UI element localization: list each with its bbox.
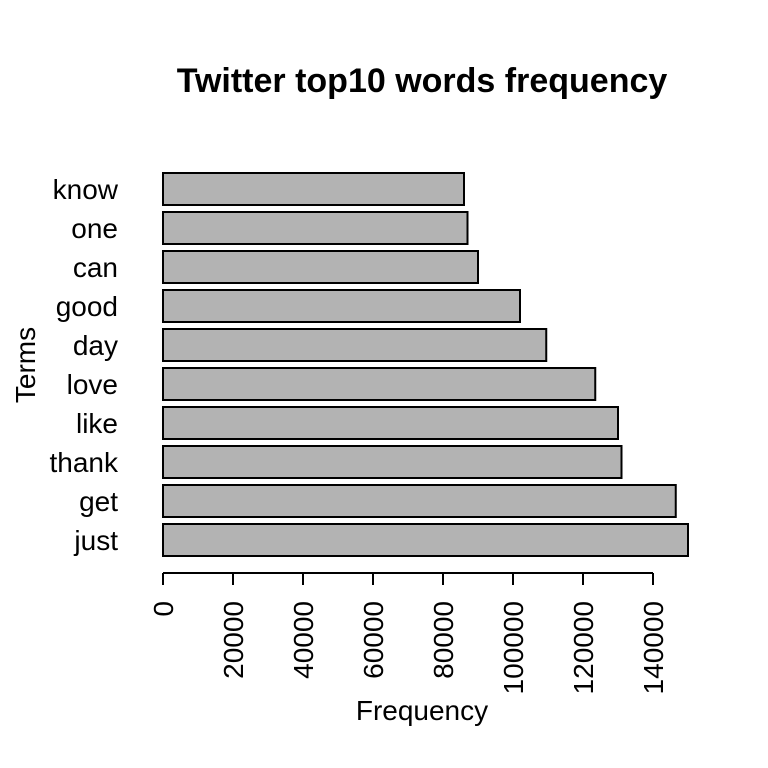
bar-day [162,328,548,362]
x-tick-label-140000: 140000 [638,601,669,694]
y-tick-label-day: day [73,330,118,361]
chart-title: Twitter top10 words frequency [177,62,668,100]
y-tick-label-just: just [73,525,118,556]
bar-can [162,250,479,284]
y-tick-label-thank: thank [50,447,119,478]
bar-like [162,406,619,440]
y-tick-label-know: know [53,174,119,205]
x-tick-label-0: 0 [148,601,179,617]
bar-love [162,367,597,401]
x-tick-label-40000: 40000 [288,601,319,679]
x-tick-label-100000: 100000 [498,601,529,694]
y-tick-label-get: get [79,486,118,517]
x-tick-label-120000: 120000 [568,601,599,694]
y-tick-labels: just get thank like love day good can one know [50,174,119,556]
y-tick-label-like: like [76,408,118,439]
bar-good [162,289,521,323]
bar-just [162,523,689,557]
bars-group [162,172,689,557]
bar-one [162,211,469,245]
x-axis: 0 20000 40000 60000 80000 100000 120000 140000 [148,572,669,694]
bar-know [162,172,465,206]
y-tick-label-love: love [67,369,118,400]
x-tick-label-20000: 20000 [218,601,249,679]
x-tick-label-80000: 80000 [428,601,459,679]
y-tick-label-can: can [73,252,118,283]
y-tick-label-good: good [56,291,118,322]
y-tick-label-one: one [71,213,118,244]
x-axis-label: Frequency [356,695,488,726]
x-tick-label-60000: 60000 [358,601,389,679]
bar-get [162,484,677,518]
bar-thank [162,445,623,479]
y-axis-label: Terms [10,327,41,403]
